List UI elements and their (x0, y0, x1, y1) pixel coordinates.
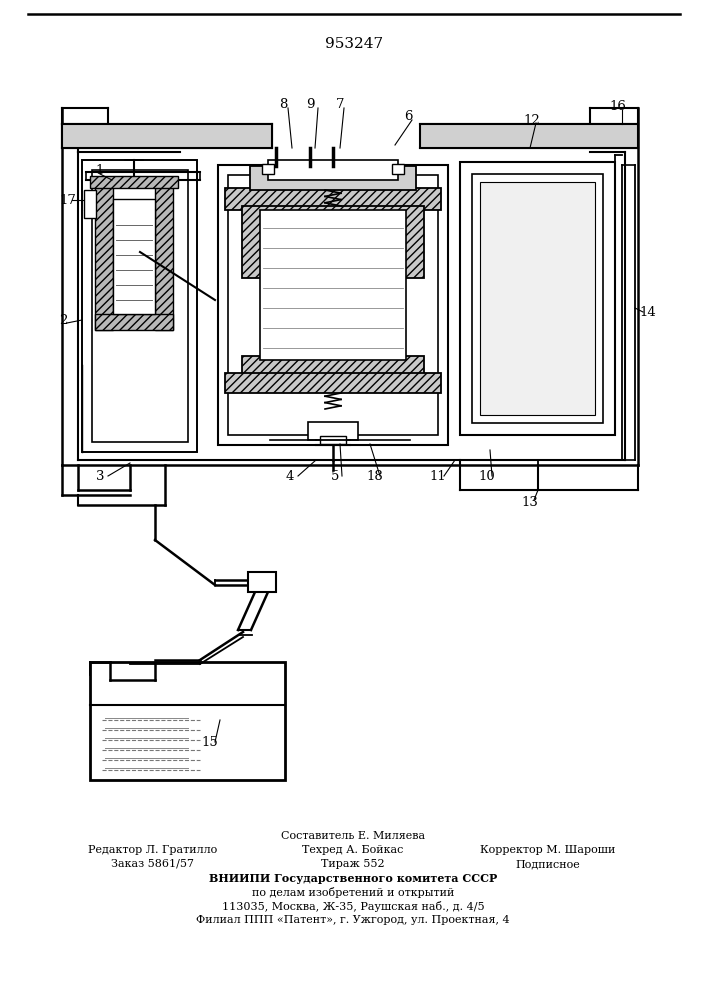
Text: 7: 7 (336, 99, 344, 111)
Text: Тираж 552: Тираж 552 (321, 859, 385, 869)
Text: Подписное: Подписное (515, 859, 580, 869)
Text: 3: 3 (95, 471, 104, 484)
Bar (262, 164, 274, 174)
Text: Техред А. Бойкас: Техред А. Бойкас (303, 845, 404, 855)
Text: 1: 1 (96, 163, 104, 176)
Bar (228, 175, 438, 435)
Bar (62, 124, 272, 148)
Bar (420, 124, 638, 148)
Text: 4: 4 (286, 471, 294, 484)
Bar (308, 422, 358, 440)
Bar (320, 436, 346, 444)
Bar (225, 373, 441, 393)
Text: 2: 2 (59, 314, 67, 326)
Bar (250, 166, 416, 190)
Bar (92, 170, 188, 442)
Text: 953247: 953247 (325, 37, 383, 51)
Bar (242, 356, 424, 376)
Text: Корректор М. Шароши: Корректор М. Шароши (480, 845, 616, 855)
Bar (392, 164, 404, 174)
Text: 16: 16 (609, 101, 626, 113)
Bar (248, 572, 276, 592)
Bar (155, 185, 173, 330)
Text: Редактор Л. Гратилло: Редактор Л. Гратилло (88, 845, 218, 855)
Text: 113035, Москва, Ж-35, Раушская наб., д. 4/5: 113035, Москва, Ж-35, Раушская наб., д. … (222, 900, 484, 912)
Text: 11: 11 (430, 471, 446, 484)
Text: 14: 14 (640, 306, 656, 318)
Text: 18: 18 (367, 471, 383, 484)
Text: 17: 17 (59, 194, 76, 207)
Bar (113, 199, 155, 314)
Text: 6: 6 (404, 110, 412, 123)
Text: 13: 13 (522, 495, 539, 508)
Text: Составитель Е. Миляева: Составитель Е. Миляева (281, 831, 425, 841)
Text: ВНИИПИ Государственного комитета СССР: ВНИИПИ Государственного комитета СССР (209, 872, 497, 884)
Bar (90, 176, 178, 188)
Bar (472, 174, 603, 423)
Bar (480, 182, 595, 415)
Bar (260, 210, 406, 360)
Text: 12: 12 (524, 113, 540, 126)
Bar (95, 314, 173, 330)
Bar (84, 190, 96, 218)
Bar (95, 185, 113, 330)
Bar (242, 206, 424, 278)
Text: 15: 15 (201, 736, 218, 748)
Bar (90, 662, 285, 780)
Text: 9: 9 (305, 99, 314, 111)
Bar (225, 188, 441, 210)
Text: 10: 10 (479, 471, 496, 484)
Bar (218, 165, 448, 445)
Bar (460, 162, 615, 435)
Text: по делам изобретений и открытий: по делам изобретений и открытий (252, 886, 454, 898)
Bar (268, 160, 398, 180)
Text: Заказ 5861/57: Заказ 5861/57 (112, 859, 194, 869)
Text: 8: 8 (279, 99, 287, 111)
Text: Филиал ППП «Патент», г. Ужгород, ул. Проектная, 4: Филиал ППП «Патент», г. Ужгород, ул. Про… (196, 915, 510, 925)
Text: 5: 5 (331, 471, 339, 484)
Bar (82, 160, 197, 452)
